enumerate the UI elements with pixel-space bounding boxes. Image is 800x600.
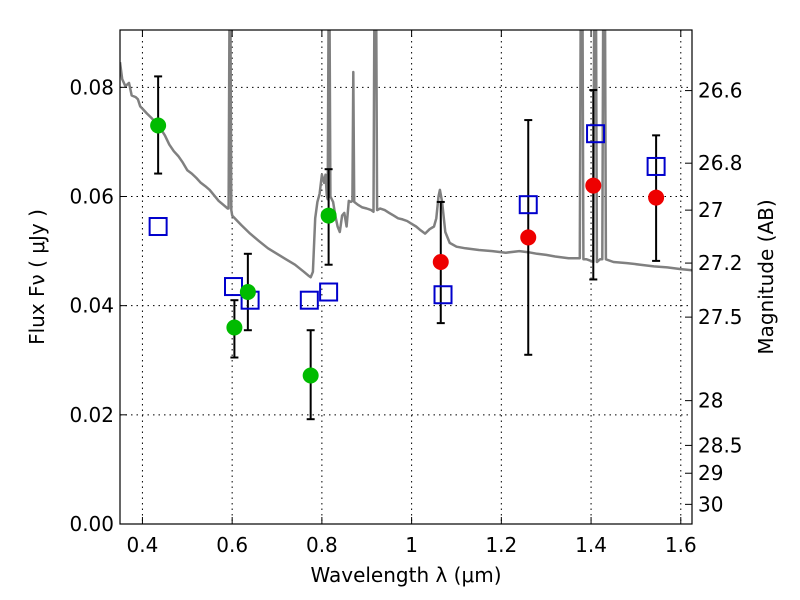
y2-tick-label: 26.6 xyxy=(698,79,743,103)
y-tick-label: 0.08 xyxy=(69,75,114,99)
model-flux-square xyxy=(224,277,244,297)
model-flux-square xyxy=(433,285,453,305)
y2-tick-label: 28.5 xyxy=(698,433,743,457)
red-data-point xyxy=(648,189,665,206)
x-tick-label: 1 xyxy=(405,533,418,557)
y2-tick-label: 30 xyxy=(698,492,723,516)
y2-tick-label: 27.5 xyxy=(698,305,743,329)
model-spectrum-layer xyxy=(120,30,692,279)
green-data-point xyxy=(320,207,337,224)
y-axis-title: Flux Fν ( μJy ) xyxy=(25,209,49,345)
x-tick-label: 0.8 xyxy=(306,533,338,557)
green-data-point xyxy=(150,117,167,134)
y2-tick-label: 27.2 xyxy=(698,251,743,275)
red-data-point xyxy=(432,253,449,270)
green-data-point xyxy=(226,319,243,336)
model-flux-square xyxy=(148,217,168,237)
model-flux-square xyxy=(646,156,666,176)
grid-lines xyxy=(120,30,692,524)
x-axis: 0.4 0.6 0.8 1 1.2 1.4 1.6 xyxy=(127,30,697,557)
y2-tick-label: 28 xyxy=(698,389,723,413)
y2-axis-title: Magnitude (AB) xyxy=(754,199,778,354)
y2-tick-label: 29 xyxy=(698,461,723,485)
model-flux-square xyxy=(319,282,339,302)
y-tick-label: 0.06 xyxy=(69,184,114,208)
model-flux-square xyxy=(586,124,606,144)
green-data-point xyxy=(302,367,319,384)
red-data-point xyxy=(520,229,537,246)
y2-tick-label: 27 xyxy=(698,198,723,222)
dot-marker-layer xyxy=(150,117,665,384)
model-flux-square xyxy=(299,290,319,310)
y-tick-label: 0.00 xyxy=(69,512,114,536)
x-tick-label: 1.4 xyxy=(575,533,607,557)
model-flux-square xyxy=(518,195,538,215)
x-tick-label: 1.2 xyxy=(485,533,517,557)
y2-axis: 26.6 26.8 27 27.2 27.5 28 28.5 29 30 xyxy=(685,79,743,516)
x-tick-label: 0.4 xyxy=(127,533,159,557)
y-axis: 0.00 0.02 0.04 0.06 0.08 xyxy=(69,75,127,536)
green-data-point xyxy=(239,284,256,301)
y-tick-label: 0.02 xyxy=(69,403,114,427)
y2-tick-label: 26.8 xyxy=(698,151,743,175)
plot-frame xyxy=(119,29,693,525)
x-tick-label: 0.6 xyxy=(216,533,248,557)
red-data-point xyxy=(585,177,602,194)
model-spectrum-line xyxy=(120,30,692,279)
x-tick-label: 1.6 xyxy=(665,533,697,557)
square-marker-layer xyxy=(148,124,666,310)
y-tick-label: 0.04 xyxy=(69,294,114,318)
x-axis-title: Wavelength λ (μm) xyxy=(310,563,501,587)
